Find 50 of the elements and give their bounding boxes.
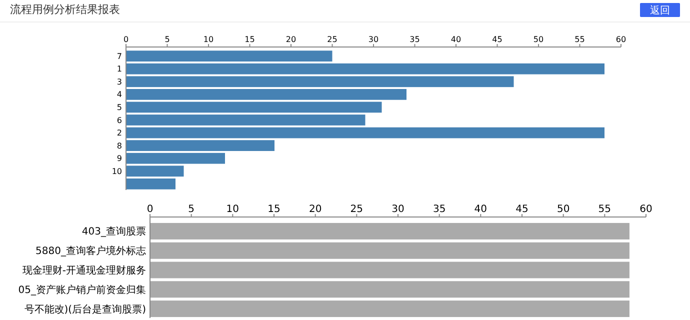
x-tick-label: 20 bbox=[308, 204, 322, 215]
y-tick-label: 9 bbox=[116, 154, 122, 164]
y-tick-label: 5 bbox=[116, 103, 122, 112]
x-tick-label: 0 bbox=[146, 204, 154, 215]
bar bbox=[126, 88, 406, 100]
y-tick-label: 4 bbox=[116, 90, 122, 100]
x-tick-label: 55 bbox=[574, 35, 585, 44]
x-tick-label: 15 bbox=[268, 204, 280, 215]
x-tick-label: 60 bbox=[640, 204, 652, 215]
bar bbox=[126, 127, 604, 138]
y-tick-label: 8 bbox=[116, 141, 122, 150]
y-tick-label: 403_查询股票 bbox=[82, 226, 146, 238]
y-tick-label: 号不能改)(后台是查询股票) bbox=[24, 303, 146, 316]
x-tick-label: 50 bbox=[556, 204, 570, 215]
x-tick-label: 30 bbox=[392, 204, 404, 215]
x-tick-label: 40 bbox=[474, 204, 488, 215]
y-tick-label: 3 bbox=[116, 77, 122, 86]
x-tick-label: 10 bbox=[226, 204, 240, 215]
x-tick-label: 35 bbox=[410, 35, 420, 44]
x-tick-label: 30 bbox=[368, 35, 379, 44]
bar bbox=[126, 102, 382, 113]
y-tick-label: 7 bbox=[116, 52, 122, 61]
bar bbox=[126, 114, 366, 126]
y-tick-label: 1 bbox=[116, 64, 122, 74]
y-tick-label: 2 bbox=[116, 128, 122, 138]
x-tick-label: 55 bbox=[598, 204, 612, 215]
bar bbox=[126, 140, 274, 152]
x-tick-label: 35 bbox=[432, 204, 446, 215]
x-tick-label: 45 bbox=[492, 35, 502, 44]
y-tick-label: 10 bbox=[112, 166, 122, 176]
x-tick-label: 20 bbox=[286, 35, 296, 44]
bar bbox=[126, 178, 176, 190]
x-tick-label: 25 bbox=[327, 35, 338, 44]
x-tick-label: 45 bbox=[516, 204, 528, 215]
y-tick-label: 现金理财-开通现金理财服务 bbox=[22, 264, 146, 276]
chart-title: 流程用例分析结果报表 bbox=[10, 3, 120, 16]
x-tick-label: 5 bbox=[164, 35, 170, 44]
x-tick-label: 25 bbox=[350, 204, 364, 215]
x-tick-label: 40 bbox=[450, 35, 462, 44]
x-tick-label: 15 bbox=[244, 35, 255, 44]
bar bbox=[126, 50, 332, 62]
return-button: 返回 bbox=[640, 3, 680, 17]
x-tick-label: 60 bbox=[616, 35, 626, 44]
x-tick-label: 10 bbox=[203, 35, 214, 44]
x-tick-label: 50 bbox=[533, 35, 544, 44]
x-tick-label: 5 bbox=[188, 204, 195, 215]
y-tick-label: 05_资产账户销户前资金归集 bbox=[18, 284, 146, 296]
y-tick-label: 5880_查询客户境外标志 bbox=[36, 245, 146, 258]
y-tick-label: 6 bbox=[116, 116, 122, 125]
x-tick-label: 0 bbox=[123, 35, 129, 44]
